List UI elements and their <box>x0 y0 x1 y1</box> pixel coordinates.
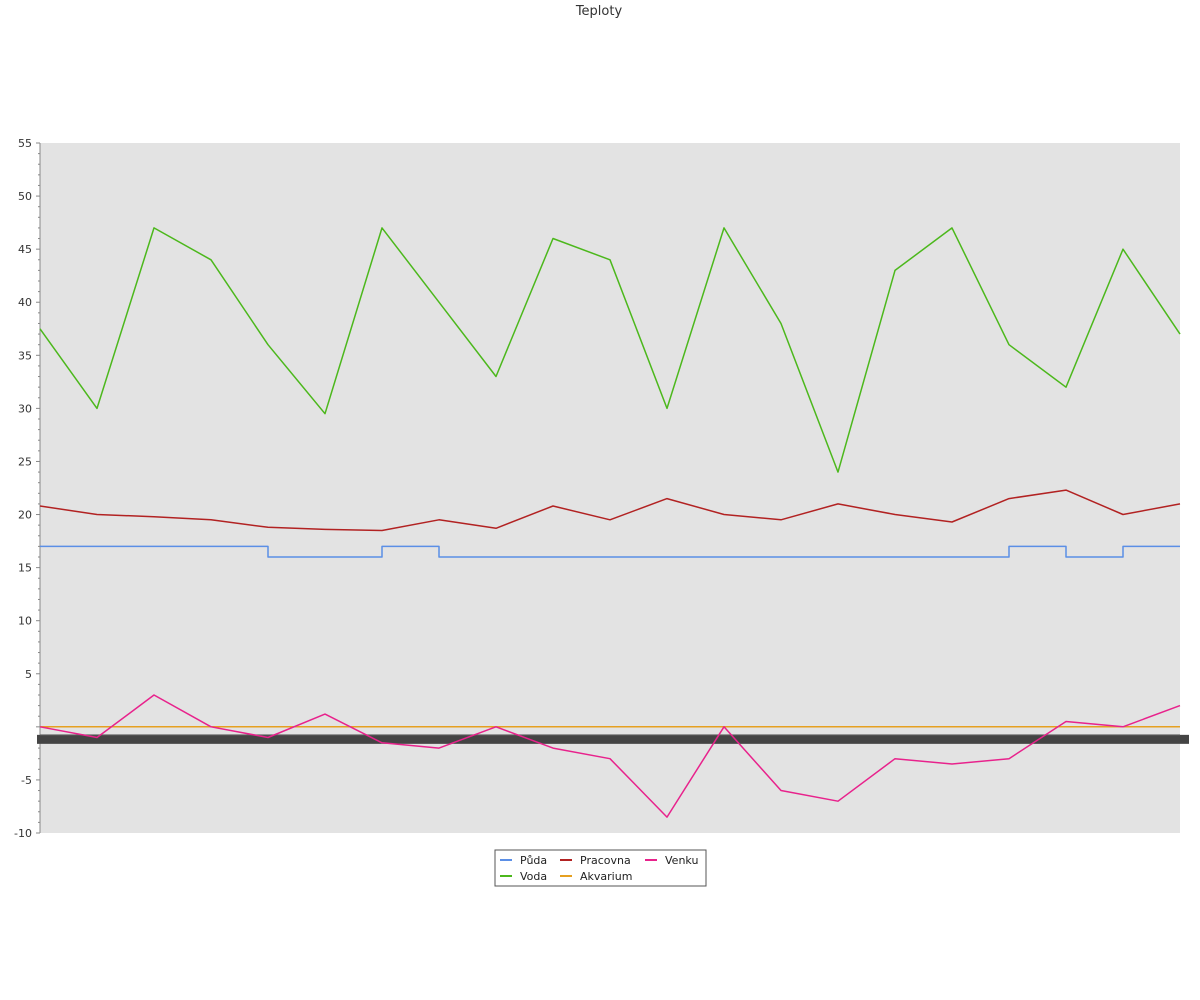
y-tick-label: 50 <box>18 190 32 203</box>
legend-label: Venku <box>665 854 698 867</box>
series-line-pracovna <box>39 489 1181 532</box>
x-axis <box>37 734 1189 744</box>
plot-area <box>40 143 1180 833</box>
legend: Půda Pracovna Venku Voda Akvarium <box>494 849 707 887</box>
legend-label: Akvarium <box>580 870 632 883</box>
y-axis: 55 50 45 40 35 30 25 20 15 10 5 -5 -10 <box>14 137 41 840</box>
series-layer <box>39 227 1181 818</box>
y-tick-label: 30 <box>18 402 32 415</box>
series-line-voda <box>39 227 1181 473</box>
y-tick-label: -5 <box>21 774 32 787</box>
y-tick-label: 45 <box>18 243 32 256</box>
chart-title: Teploty <box>575 4 623 19</box>
legend-label: Pracovna <box>580 854 631 867</box>
legend-label: Voda <box>520 870 547 883</box>
y-tick-label: 35 <box>18 349 32 362</box>
y-tick-label: 10 <box>18 615 32 628</box>
y-tick-label: 40 <box>18 296 32 309</box>
legend-box <box>494 849 707 887</box>
y-tick-label: 15 <box>18 562 32 575</box>
y-tick-label: 20 <box>18 509 32 522</box>
y-tick-label: 55 <box>18 137 32 150</box>
legend-label: Půda <box>520 854 547 867</box>
y-tick-label: 25 <box>18 455 32 468</box>
series-line-venku <box>39 694 1181 818</box>
series-line-půda <box>40 545 1180 558</box>
x-axis-label-band <box>37 734 1189 744</box>
y-tick-label: -10 <box>14 827 32 840</box>
y-tick-label: 5 <box>25 668 32 681</box>
